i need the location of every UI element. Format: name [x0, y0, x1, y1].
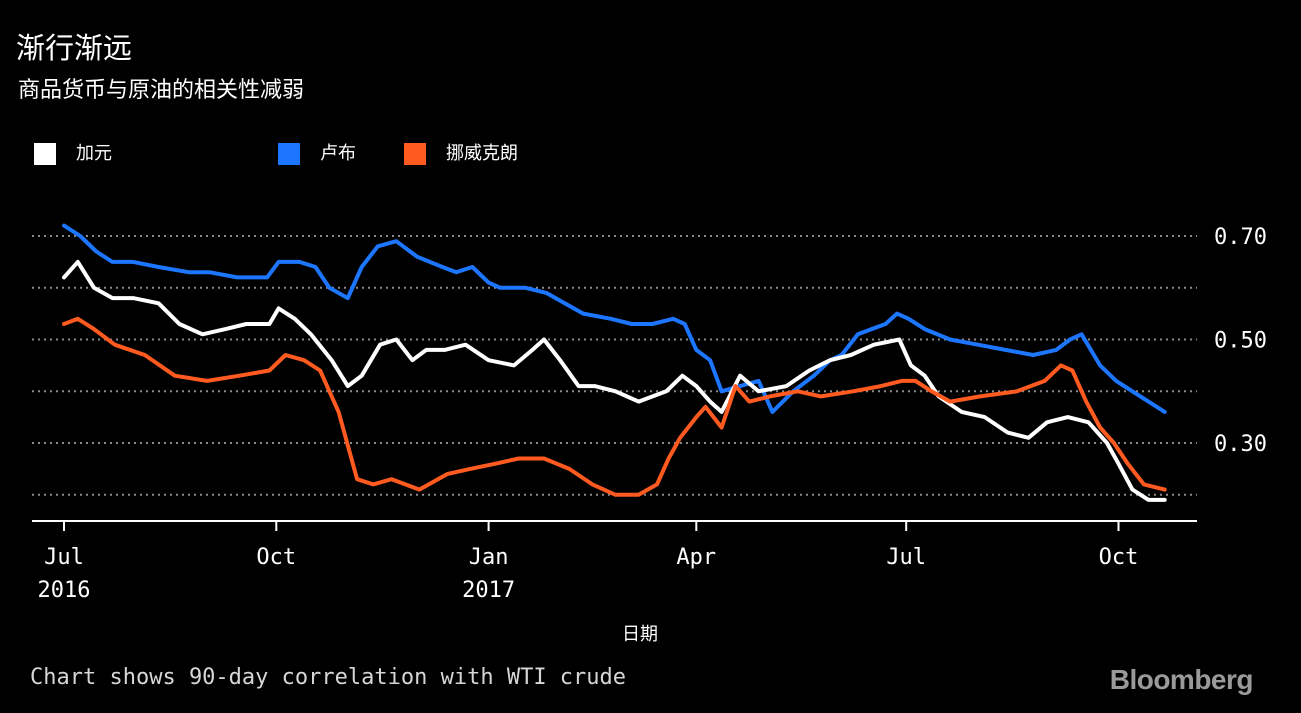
series-line-nok — [62, 316, 1167, 497]
x-tick-label: Jan — [469, 545, 509, 570]
legend-item-cad: 加元 — [34, 140, 112, 168]
series-line-cad — [62, 259, 1167, 502]
chart-title: 渐行渐远 — [16, 31, 133, 65]
legend-label-cad: 加元 — [76, 143, 112, 164]
legend-swatch-cad — [34, 143, 56, 165]
legend-swatch-nok — [404, 143, 426, 165]
x-tick-label: Oct — [256, 545, 296, 570]
y-tick-label: 0.30 — [1214, 432, 1267, 457]
legend-swatch-rub — [278, 143, 300, 165]
x-tick-year-label: 2016 — [38, 578, 91, 603]
x-tick-label: Jul — [886, 545, 926, 570]
x-tick-label: Oct — [1099, 545, 1139, 570]
x-axis-title: 日期 — [622, 624, 658, 645]
legend-label-rub: 卢布 — [320, 143, 356, 164]
legend-label-nok: 挪威克朗 — [446, 143, 518, 164]
x-tick-year-label: 2017 — [462, 578, 515, 603]
legend-item-rub: 卢布 — [278, 140, 356, 168]
bloomberg-logo: Bloomberg — [1109, 664, 1254, 695]
chart-subtitle: 商品货币与原油的相关性减弱 — [18, 78, 305, 103]
y-tick-label: 0.70 — [1214, 225, 1267, 250]
series-line-rub — [62, 223, 1167, 414]
y-tick-label: 0.50 — [1214, 329, 1267, 354]
legend-item-nok: 挪威克朗 — [404, 140, 518, 168]
x-tick-label: Jul — [44, 545, 84, 570]
x-tick-label: Apr — [676, 545, 716, 570]
footnote: Chart shows 90-day correlation with WTI … — [30, 665, 627, 690]
